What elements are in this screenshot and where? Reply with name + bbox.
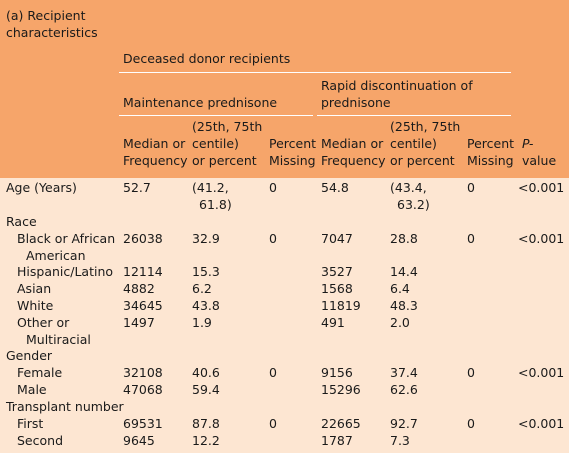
group-title: Deceased donor recipients [123,51,291,66]
col-missing-right-2: Missing [467,153,514,168]
cell-percent-rapid: 37.4 [390,365,418,380]
cell-percent-maintenance: 43.8 [192,298,220,313]
row-label: Race [6,214,37,229]
col-median-right-2: Frequency [321,153,386,168]
col-pct-left: (25th, 75th [192,119,263,134]
cell-p-value: <0.001 [518,365,565,380]
cell-median-maintenance: 9645 [123,433,155,448]
col-missing-left-2: Missing [269,153,316,168]
cell-percent-maintenance: 6.2 [192,281,212,296]
col-p-value: P- [522,136,534,151]
cell-missing-maintenance: 0 [269,365,277,380]
cell-percent-rapid: 2.0 [390,315,410,330]
cell-median-maintenance: 34645 [123,298,163,313]
cell-median-rapid: 3527 [321,264,353,279]
cell-missing-maintenance: 0 [269,416,277,431]
subgroup-rapid: Rapid discontinuation of [321,78,473,93]
cell-p-value: <0.001 [518,231,565,246]
cell-percent-rapid: 48.3 [390,298,418,313]
col-missing-right: Percent [467,136,515,151]
subgroup-maintenance: Maintenance prednisone [123,95,278,110]
cell-median-rapid: 1568 [321,281,353,296]
cell-percent-rapid: 63.2) [397,197,430,212]
cell-median-rapid: 11819 [321,298,361,313]
cell-percent-maintenance: 12.2 [192,433,220,448]
cell-percent-maintenance: 32.9 [192,231,220,246]
cell-percent-rapid: 92.7 [390,416,418,431]
cell-missing-rapid: 0 [467,416,475,431]
col-missing-left: Percent [269,136,317,151]
cell-percent-rapid: 14.4 [390,264,418,279]
cell-percent-maintenance: 59.4 [192,382,220,397]
cell-percent-rapid: 62.6 [390,382,418,397]
subgroup-rule-right [317,115,511,116]
cell-median-maintenance: 12114 [123,264,163,279]
cell-percent-maintenance: 61.8) [199,197,232,212]
row-label: Multiracial [26,332,91,347]
col-median-right: Median or [321,136,384,151]
cell-median-rapid: 491 [321,315,345,330]
col-pct-right-3: or percent [390,153,455,168]
cell-median-maintenance: 26038 [123,231,163,246]
group-rule [119,72,511,73]
row-label: Hispanic/Latino [17,264,114,279]
cell-missing-rapid: 0 [467,180,475,195]
cell-percent-maintenance: (41.2, [192,180,229,195]
subgroup-rule-left [119,115,313,116]
cell-percent-rapid: 7.3 [390,433,410,448]
row-label: Male [17,382,47,397]
row-label: Female [17,365,63,380]
col-pct-left-2: centile) [192,136,239,151]
row-label: Asian [17,281,52,296]
cell-p-value: <0.001 [518,180,565,195]
cell-median-maintenance: 1497 [123,315,155,330]
row-label: White [17,298,54,313]
row-label: First [17,416,44,431]
row-label: Second [17,433,64,448]
row-label: Other or [17,315,70,330]
cell-median-rapid: 1787 [321,433,353,448]
col-p-value-2: value [522,153,557,168]
cell-median-rapid: 54.8 [321,180,349,195]
cell-percent-maintenance: 87.8 [192,416,220,431]
cell-median-rapid: 22665 [321,416,361,431]
cell-missing-rapid: 0 [467,231,475,246]
col-pct-left-3: or percent [192,153,257,168]
cell-percent-maintenance: 15.3 [192,264,220,279]
col-median-left: Median or [123,136,186,151]
table-header [0,0,569,178]
cell-median-maintenance: 52.7 [123,180,151,195]
cell-percent-rapid: (43.4, [390,180,427,195]
cell-median-rapid: 7047 [321,231,353,246]
col-pct-right-2: centile) [390,136,437,151]
cell-percent-rapid: 6.4 [390,281,410,296]
row-label: American [26,248,86,263]
subgroup-rapid-2: prednisone [321,95,391,110]
cell-median-maintenance: 47068 [123,382,163,397]
cell-missing-maintenance: 0 [269,231,277,246]
row-label: Age (Years) [6,180,77,195]
row-label: Transplant number [6,399,124,414]
cell-percent-maintenance: 1.9 [192,315,212,330]
table-caption-2: characteristics [6,25,98,40]
cell-missing-maintenance: 0 [269,180,277,195]
row-label: Gender [6,348,53,363]
cell-median-maintenance: 69531 [123,416,163,431]
cell-median-maintenance: 4882 [123,281,155,296]
cell-missing-rapid: 0 [467,365,475,380]
cell-median-maintenance: 32108 [123,365,163,380]
cell-median-rapid: 9156 [321,365,353,380]
col-pct-right: (25th, 75th [390,119,461,134]
col-median-left-2: Frequency [123,153,188,168]
row-label: Black or African [17,231,116,246]
cell-percent-maintenance: 40.6 [192,365,220,380]
cell-percent-rapid: 28.8 [390,231,418,246]
cell-p-value: <0.001 [518,416,565,431]
table-caption: (a) Recipient [6,8,86,23]
cell-median-rapid: 15296 [321,382,361,397]
